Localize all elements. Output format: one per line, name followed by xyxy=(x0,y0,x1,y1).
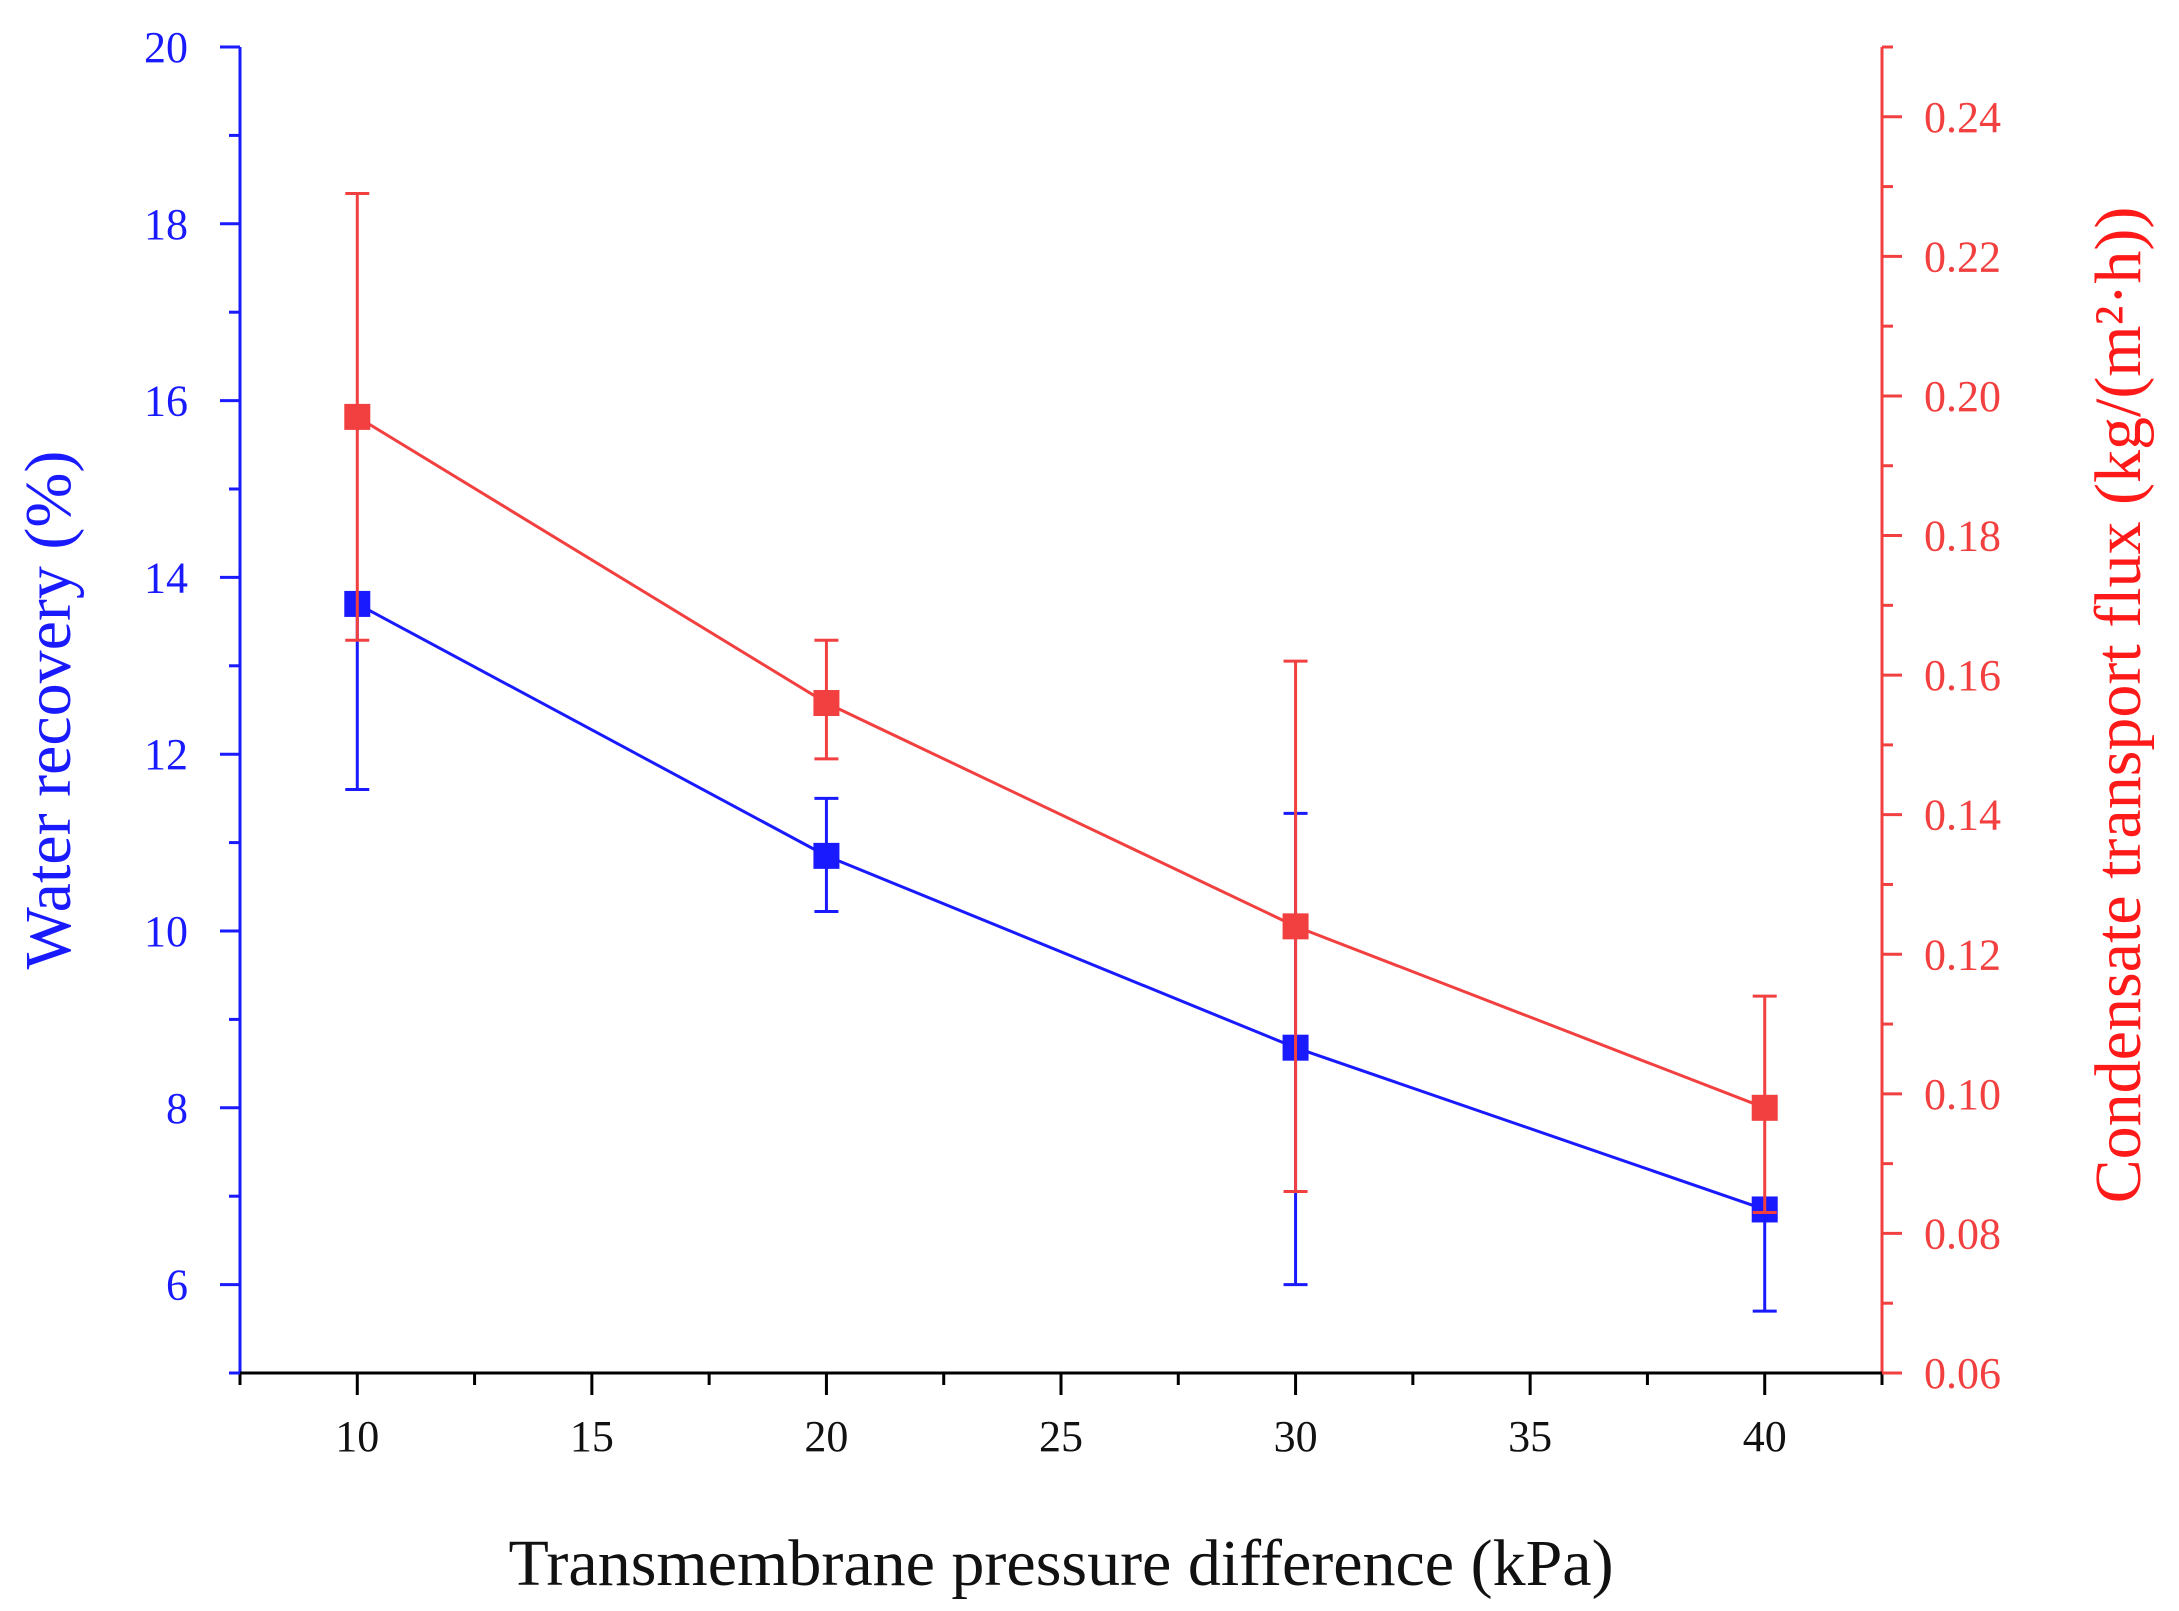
water-recovery-line xyxy=(356,602,1766,1211)
transport-flux-point xyxy=(1282,913,1309,940)
y2-tick-label: 0.22 xyxy=(1924,232,2001,281)
transport-flux-point xyxy=(813,690,840,717)
y2-axis-title: Condensate transport flux (kg/(m²·h)) xyxy=(2082,207,2155,1204)
y2-axis-ticks: 0.06 0.08 0.10 0.12 0.14 0.16 0.18 0.20 0.22 0.24 xyxy=(1882,45,2001,1398)
x-tick-label: 30 xyxy=(1274,1412,1318,1461)
y-tick-label: 6 xyxy=(166,1261,188,1310)
x-tick-label: 40 xyxy=(1743,1412,1787,1461)
x-tick-label: 15 xyxy=(570,1412,614,1461)
y2-tick-label: 0.06 xyxy=(1924,1349,2001,1398)
y2-tick-label: 0.10 xyxy=(1924,1070,2001,1119)
y2-tick-label: 0.08 xyxy=(1924,1209,2001,1258)
x-axis-title: Transmembrane pressure difference (kPa) xyxy=(508,1527,1613,1600)
y-axis-title: Water recovery (%) xyxy=(12,451,85,970)
x-axis-ticks: 10 15 20 25 30 35 40 xyxy=(238,1373,1884,1461)
y-tick-label: 16 xyxy=(144,377,188,426)
transport-flux-point xyxy=(1751,1094,1778,1121)
y-tick-label: 10 xyxy=(144,907,188,956)
x-tick-label: 10 xyxy=(335,1412,379,1461)
y-tick-label: 20 xyxy=(144,23,188,72)
y-tick-label: 14 xyxy=(144,553,188,602)
y-tick-label: 8 xyxy=(166,1084,188,1133)
y2-tick-label: 0.20 xyxy=(1924,372,2001,421)
y2-tick-label: 0.12 xyxy=(1924,930,2001,979)
y-axis-ticks: 6 8 10 12 14 16 18 20 xyxy=(144,23,240,1375)
y2-tick-label: 0.24 xyxy=(1924,93,2001,142)
y-tick-label: 12 xyxy=(144,730,188,779)
y2-tick-label: 0.18 xyxy=(1924,512,2001,561)
series-layer xyxy=(344,192,1778,1313)
y-tick-label: 18 xyxy=(144,200,188,249)
transport-flux-point xyxy=(344,403,371,430)
y2-tick-label: 0.16 xyxy=(1924,651,2001,700)
x-tick-label: 25 xyxy=(1039,1412,1083,1461)
transport-flux-line xyxy=(356,415,1766,1110)
x-tick-label: 35 xyxy=(1508,1412,1552,1461)
water-recovery-point xyxy=(813,842,840,869)
y2-tick-label: 0.14 xyxy=(1924,791,2001,840)
x-tick-label: 20 xyxy=(804,1412,848,1461)
